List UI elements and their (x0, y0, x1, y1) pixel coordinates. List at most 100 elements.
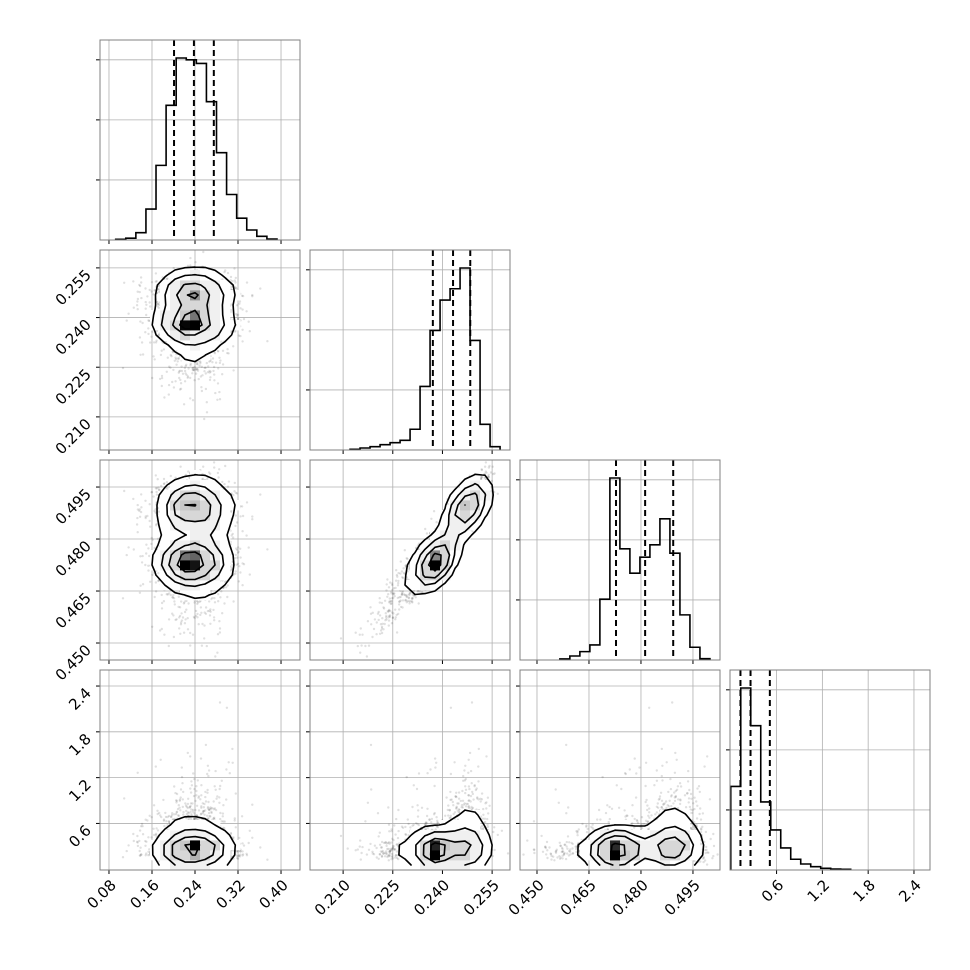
scatter-point (202, 250, 205, 254)
scatter-point (193, 379, 196, 382)
scatter-point (136, 300, 139, 303)
scatter-point (248, 330, 251, 333)
scatter-point (155, 493, 159, 496)
density-cell (210, 300, 221, 311)
scatter-point (240, 294, 244, 297)
scatter-point (138, 515, 142, 518)
density-cell (220, 300, 231, 311)
density-cell (210, 290, 221, 301)
scatter-point (241, 340, 244, 343)
scatter-point (191, 633, 195, 636)
scatter-point (208, 369, 211, 373)
scatter-point (211, 357, 215, 360)
scatter-point (231, 280, 234, 283)
scatter-point (157, 572, 160, 575)
scatter-point (138, 284, 142, 288)
scatter-point (167, 393, 170, 396)
scatter-point (153, 358, 156, 361)
scatter-point (212, 365, 216, 369)
scatter-point (149, 341, 152, 344)
scatter-point (136, 503, 139, 507)
scatter-point (151, 376, 154, 380)
scatter-point (200, 644, 204, 647)
scatter-point (213, 601, 217, 604)
scatter-point (144, 287, 147, 290)
scatter-point (221, 363, 225, 366)
scatter-point (174, 380, 177, 383)
scatter-point (146, 295, 149, 298)
scatter-point (172, 266, 175, 270)
scatter-point (251, 518, 254, 521)
scatter-point (140, 296, 143, 300)
scatter-point (140, 506, 143, 509)
scatter-point (186, 375, 190, 378)
scatter-point (212, 608, 215, 612)
scatter-point (162, 600, 166, 603)
scatter-point (141, 321, 144, 325)
scatter-point (213, 373, 216, 376)
scatter-point (240, 505, 244, 508)
scatter-point (206, 371, 210, 374)
scatter-point (232, 345, 235, 348)
scatter-point (237, 317, 240, 320)
scatter-point (191, 399, 195, 402)
scatter-point (209, 376, 212, 379)
scatter-point (221, 373, 224, 376)
scatter-point (218, 356, 221, 359)
scatter-point (184, 364, 187, 368)
scatter-point (193, 616, 196, 620)
scatter-point (235, 547, 238, 550)
scatter-point (153, 595, 156, 599)
scatter-point (214, 361, 218, 364)
scatter-point (238, 300, 242, 303)
scatter-point (139, 584, 142, 587)
scatter-point (184, 618, 187, 621)
scatter-point (163, 396, 166, 399)
scatter-point (157, 306, 160, 309)
density-cell (210, 310, 221, 321)
scatter-point (121, 366, 125, 370)
scatter-point (238, 565, 241, 568)
scatter-point (136, 297, 140, 301)
density-cell (170, 320, 181, 331)
scatter-point (182, 602, 186, 605)
scatter-point (145, 552, 148, 555)
scatter-point (193, 601, 196, 604)
scatter-point (205, 401, 208, 404)
scatter-point (132, 280, 135, 283)
scatter-point (180, 600, 183, 603)
scatter-point (139, 276, 143, 279)
scatter-point (245, 501, 249, 504)
scatter-point (224, 586, 228, 589)
scatter-point (213, 619, 216, 622)
scatter-point (202, 465, 205, 468)
scatter-point (241, 584, 244, 587)
scatter-point (235, 304, 239, 307)
scatter-point (155, 490, 158, 494)
scatter-point (212, 461, 216, 464)
scatter-point (186, 628, 190, 631)
scatter-point (184, 372, 187, 375)
scatter-point (147, 327, 150, 330)
scatter-point (245, 310, 248, 313)
scatter-point (141, 554, 144, 558)
scatter-point (172, 386, 176, 389)
panel-frame (99, 39, 301, 241)
scatter-point (167, 383, 171, 387)
scatter-point (199, 606, 203, 609)
scatter-point (178, 370, 181, 373)
scatter-point (150, 281, 154, 284)
scatter-point (123, 281, 126, 284)
scatter-point (189, 256, 192, 260)
scatter-point (236, 313, 240, 316)
scatter-point (145, 303, 148, 306)
scatter-point (179, 465, 182, 468)
scatter-point (186, 264, 190, 267)
scatter-point (185, 608, 188, 611)
scatter-point (200, 389, 204, 393)
scatter-point (152, 293, 155, 296)
scatter-point (236, 556, 239, 559)
scatter-point (180, 365, 183, 368)
scatter-point (242, 317, 246, 321)
scatter-point (172, 368, 175, 372)
